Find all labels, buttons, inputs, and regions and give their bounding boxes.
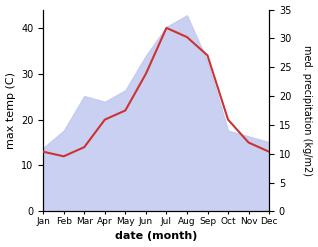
Y-axis label: med. precipitation (kg/m2): med. precipitation (kg/m2) — [302, 45, 313, 176]
X-axis label: date (month): date (month) — [115, 231, 197, 242]
Y-axis label: max temp (C): max temp (C) — [5, 72, 16, 149]
